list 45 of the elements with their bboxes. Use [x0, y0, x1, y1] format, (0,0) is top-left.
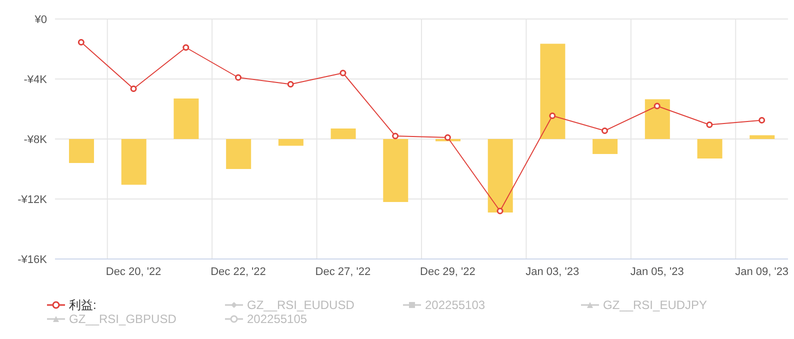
point [130, 86, 137, 92]
legend-label: GZ__RSI_GBPUSD [69, 312, 176, 326]
bar [121, 139, 146, 185]
x-tick-label: Jan 09, '23 [735, 266, 789, 278]
bar [750, 135, 775, 139]
point [602, 128, 608, 134]
bar [330, 128, 356, 139]
legend-label: GZ__RSI_EUDJPY [603, 298, 708, 312]
bar [278, 139, 304, 146]
y-tick-label: ¥0 [34, 14, 47, 26]
legend-label: 利益: [69, 296, 96, 314]
point [287, 81, 294, 88]
x-tick-label: Dec 27, '22 [315, 266, 371, 278]
bar [488, 139, 513, 212]
x-tick-label: Jan 03, '23 [526, 266, 580, 278]
point [549, 112, 556, 119]
legend-label: 202255103 [425, 298, 486, 312]
point [235, 74, 242, 81]
point [392, 132, 399, 140]
x-tick-label: Dec 29, '22 [420, 266, 476, 278]
bar [644, 99, 670, 139]
y-tick-label: -¥4K [24, 74, 48, 86]
point [706, 122, 713, 128]
bar [226, 139, 252, 169]
point [340, 70, 346, 76]
x-tick-label: Jan 05, '23 [630, 266, 684, 278]
y-tick-label: -¥8K [24, 134, 48, 146]
bar [383, 139, 408, 202]
x-tick-label: Dec 20, '22 [106, 266, 162, 278]
point [78, 39, 84, 46]
bar [592, 139, 618, 154]
y-tick-label: -¥12K [18, 194, 48, 206]
point [444, 134, 451, 141]
legend-label: 202255105 [247, 312, 308, 326]
legend-label: GZ__RSI_EUDUSD [247, 298, 354, 312]
point [496, 208, 504, 214]
bar [174, 98, 199, 139]
point [182, 44, 190, 51]
point [758, 117, 766, 124]
bar [697, 139, 722, 158]
y-tick-label: -¥16K [18, 254, 48, 266]
x-tick-label: Dec 22, '22 [210, 266, 266, 278]
bar [69, 139, 94, 163]
bar [540, 44, 566, 139]
point [654, 102, 660, 110]
